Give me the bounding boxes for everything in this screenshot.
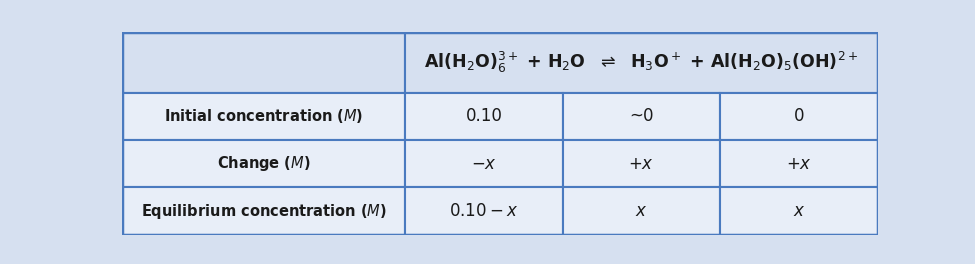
Text: 0: 0	[794, 107, 804, 125]
Bar	[563, 93, 721, 140]
Text: $x$: $x$	[793, 202, 805, 220]
Bar	[406, 32, 878, 93]
Text: 0.10: 0.10	[465, 107, 502, 125]
Text: $+x$: $+x$	[629, 155, 654, 173]
Bar	[122, 140, 406, 187]
Text: $0.10 - x$: $0.10 - x$	[449, 202, 519, 220]
Text: ~$0$: ~$0$	[629, 107, 654, 125]
Text: Equilibrium concentration ($\mathit{M}$): Equilibrium concentration ($\mathit{M}$)	[140, 202, 386, 221]
Bar	[721, 187, 878, 235]
Bar	[563, 140, 721, 187]
Text: $x$: $x$	[635, 202, 647, 220]
Text: Change ($\mathit{M}$): Change ($\mathit{M}$)	[216, 154, 310, 173]
Bar	[406, 140, 563, 187]
Text: Initial concentration ($\mathit{M}$): Initial concentration ($\mathit{M}$)	[164, 107, 364, 125]
Bar	[406, 93, 563, 140]
Bar	[122, 187, 406, 235]
Text: $-x$: $-x$	[471, 155, 497, 173]
Bar	[122, 93, 406, 140]
Bar	[721, 140, 878, 187]
Text: $+x$: $+x$	[786, 155, 812, 173]
Bar	[563, 187, 721, 235]
Text: Al(H$_2$O)$_6^{3+}$ + H$_2$O  $\rightleftharpoons$  H$_3$O$^+$ + Al(H$_2$O)$_5$(: Al(H$_2$O)$_6^{3+}$ + H$_2$O $\rightleft…	[424, 50, 858, 75]
Bar	[406, 187, 563, 235]
Bar	[122, 32, 406, 93]
Bar	[721, 93, 878, 140]
